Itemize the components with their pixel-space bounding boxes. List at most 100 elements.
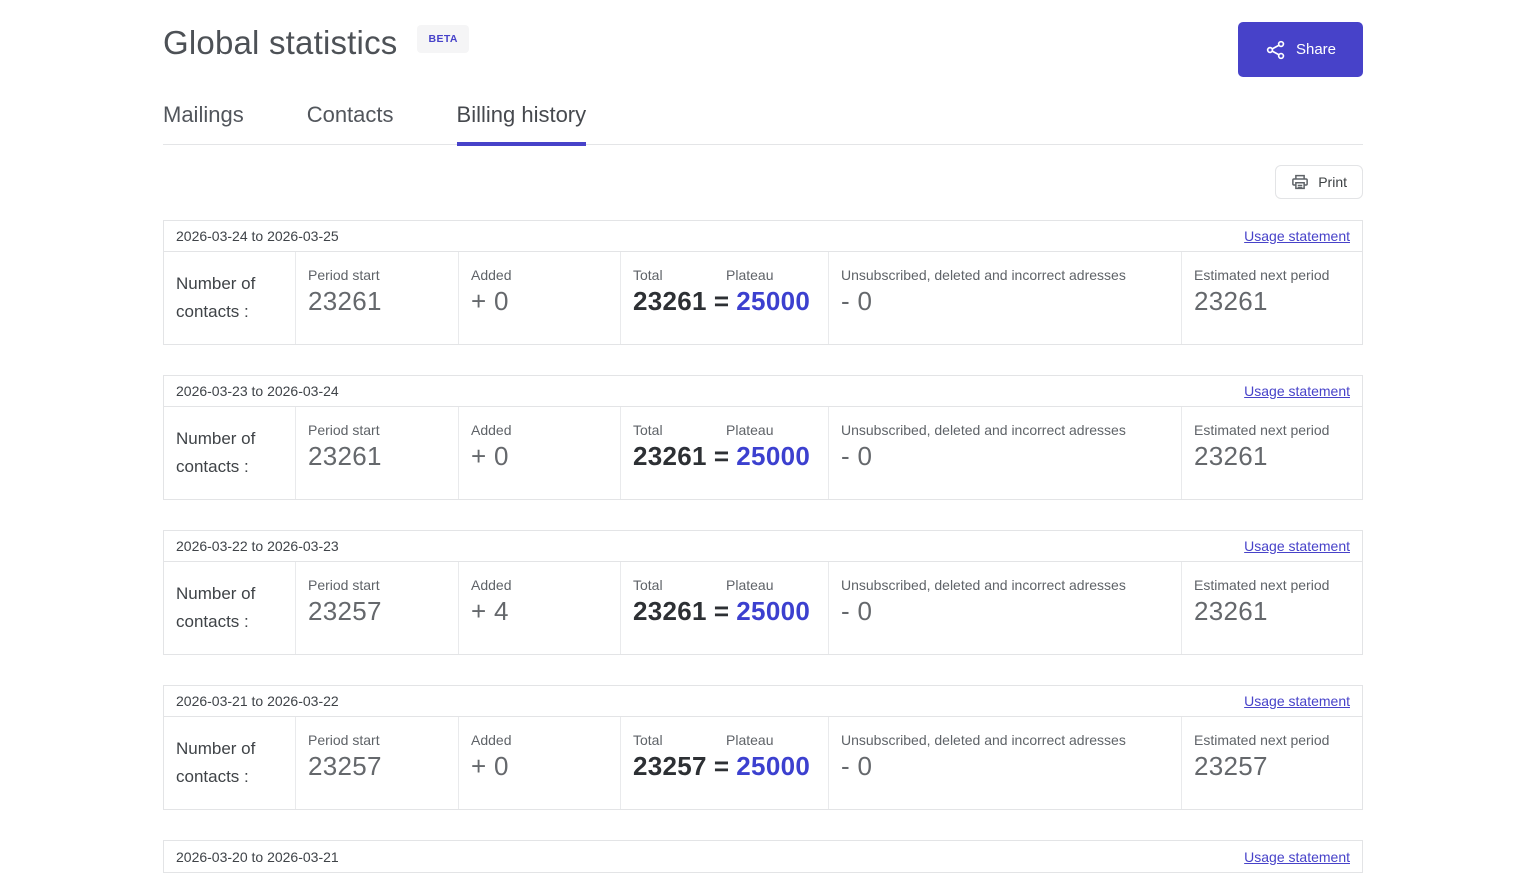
tab-billing-history[interactable]: Billing history <box>456 102 586 146</box>
share-icon <box>1265 39 1287 61</box>
tab-contacts[interactable]: Contacts <box>306 102 394 127</box>
beta-badge: BETA <box>417 25 469 53</box>
print-button[interactable]: Print <box>1275 165 1363 199</box>
billing-card: 2026-03-20 to 2026-03-21 Usage statement <box>163 840 1363 873</box>
unsubscribed-value: - 0 <box>841 286 873 316</box>
toolbar: Print <box>163 165 1363 199</box>
added-cell: Added + 0 <box>459 252 621 344</box>
added-value: + 0 <box>471 286 509 316</box>
unsubscribed-label: Unsubscribed, deleted and incorrect adre… <box>841 267 1126 283</box>
period-start-value: 23261 <box>308 286 382 316</box>
period-start-cell: Period start 23257 <box>296 562 459 654</box>
billing-card: 2026-03-22 to 2026-03-23 Usage statement… <box>163 530 1363 655</box>
added-cell: Added + 0 <box>459 407 621 499</box>
period-start-value: 23257 <box>308 751 382 781</box>
billing-history-list: 2026-03-24 to 2026-03-25 Usage statement… <box>163 220 1363 873</box>
billing-period-label: 2026-03-20 to 2026-03-21 <box>176 848 339 865</box>
plateau-label: Plateau <box>726 422 774 438</box>
total-value: 23257 <box>633 751 707 781</box>
added-value: + 0 <box>471 751 509 781</box>
page-title: Global statistics <box>163 24 398 61</box>
number-of-contacts-text: Number of contacts : <box>176 274 256 321</box>
equals-sign: = <box>713 596 730 626</box>
equals-sign: = <box>713 751 730 781</box>
billing-card: 2026-03-21 to 2026-03-22 Usage statement… <box>163 685 1363 810</box>
period-start-cell: Period start 23261 <box>296 407 459 499</box>
unsubscribed-cell: Unsubscribed, deleted and incorrect adre… <box>829 562 1182 654</box>
share-button[interactable]: Share <box>1238 22 1363 77</box>
estimated-next-period-value: 23261 <box>1194 596 1268 626</box>
number-of-contacts-label: Number of contacts : <box>164 562 296 654</box>
added-value: + 0 <box>471 441 509 471</box>
added-label: Added <box>471 267 512 283</box>
plateau-label: Plateau <box>726 732 774 748</box>
estimated-next-period-value: 23257 <box>1194 751 1268 781</box>
estimated-next-period-cell: Estimated next period 23261 <box>1182 252 1362 344</box>
number-of-contacts-label: Number of contacts : <box>164 252 296 344</box>
period-start-value: 23261 <box>308 441 382 471</box>
billing-card-body: Number of contacts : Period start 23257 … <box>164 562 1362 654</box>
added-label: Added <box>471 422 512 438</box>
billing-card-header: 2026-03-23 to 2026-03-24 Usage statement <box>164 376 1362 407</box>
total-label: Total <box>633 267 663 283</box>
number-of-contacts-text: Number of contacts : <box>176 429 256 476</box>
total-value: 23261 <box>633 441 707 471</box>
total-label: Total <box>633 732 663 748</box>
added-cell: Added + 4 <box>459 562 621 654</box>
unsubscribed-label: Unsubscribed, deleted and incorrect adre… <box>841 577 1126 593</box>
billing-card-body: Number of contacts : Period start 23261 … <box>164 252 1362 344</box>
billing-card: 2026-03-23 to 2026-03-24 Usage statement… <box>163 375 1363 500</box>
unsubscribed-value: - 0 <box>841 751 873 781</box>
billing-period-label: 2026-03-22 to 2026-03-23 <box>176 538 339 554</box>
period-start-label: Period start <box>308 422 380 438</box>
total-label: Total <box>633 422 663 438</box>
tab-mailings[interactable]: Mailings <box>163 102 244 127</box>
usage-statement-link[interactable]: Usage statement <box>1244 538 1350 554</box>
period-start-label: Period start <box>308 732 380 748</box>
billing-period-label: 2026-03-23 to 2026-03-24 <box>176 383 339 399</box>
estimated-next-period-value: 23261 <box>1194 441 1268 471</box>
unsubscribed-value: - 0 <box>841 441 873 471</box>
usage-statement-link[interactable]: Usage statement <box>1244 383 1350 399</box>
billing-card-header: 2026-03-20 to 2026-03-21 Usage statement <box>164 841 1362 872</box>
plateau-value: 25000 <box>736 596 811 626</box>
usage-statement-link[interactable]: Usage statement <box>1244 693 1350 709</box>
print-button-label: Print <box>1318 174 1347 190</box>
period-start-value: 23257 <box>308 596 382 626</box>
period-start-cell: Period start 23261 <box>296 252 459 344</box>
plateau-value: 25000 <box>736 751 811 781</box>
added-label: Added <box>471 577 512 593</box>
total-plateau-cell: Total Plateau 23261 = 25000 <box>621 252 829 344</box>
plateau-value: 25000 <box>736 286 811 316</box>
period-start-cell: Period start 23257 <box>296 717 459 809</box>
total-value: 23261 <box>633 596 707 626</box>
share-button-label: Share <box>1295 41 1337 58</box>
estimated-next-period-cell: Estimated next period 23257 <box>1182 717 1362 809</box>
unsubscribed-cell: Unsubscribed, deleted and incorrect adre… <box>829 252 1182 344</box>
added-label: Added <box>471 732 512 748</box>
billing-card-header: 2026-03-22 to 2026-03-23 Usage statement <box>164 531 1362 562</box>
equals-sign: = <box>713 441 730 471</box>
estimated-next-period-label: Estimated next period <box>1194 422 1330 438</box>
unsubscribed-cell: Unsubscribed, deleted and incorrect adre… <box>829 717 1182 809</box>
number-of-contacts-text: Number of contacts : <box>176 739 256 786</box>
estimated-next-period-label: Estimated next period <box>1194 267 1330 283</box>
estimated-next-period-label: Estimated next period <box>1194 732 1330 748</box>
period-start-label: Period start <box>308 267 380 283</box>
usage-statement-link[interactable]: Usage statement <box>1244 848 1350 865</box>
billing-card: 2026-03-24 to 2026-03-25 Usage statement… <box>163 220 1363 345</box>
usage-statement-link[interactable]: Usage statement <box>1244 228 1350 244</box>
estimated-next-period-cell: Estimated next period 23261 <box>1182 562 1362 654</box>
billing-period-label: 2026-03-21 to 2026-03-22 <box>176 693 339 709</box>
plateau-label: Plateau <box>726 267 774 283</box>
tab-bar: Mailings Contacts Billing history <box>163 102 1363 146</box>
number-of-contacts-label: Number of contacts : <box>164 717 296 809</box>
estimated-next-period-label: Estimated next period <box>1194 577 1330 593</box>
total-plateau-cell: Total Plateau 23261 = 25000 <box>621 407 829 499</box>
equals-sign: = <box>713 286 730 316</box>
billing-card-header: 2026-03-24 to 2026-03-25 Usage statement <box>164 221 1362 252</box>
estimated-next-period-value: 23261 <box>1194 286 1268 316</box>
billing-card-body: Number of contacts : Period start 23261 … <box>164 407 1362 499</box>
billing-card-body: Number of contacts : Period start 23257 … <box>164 717 1362 809</box>
